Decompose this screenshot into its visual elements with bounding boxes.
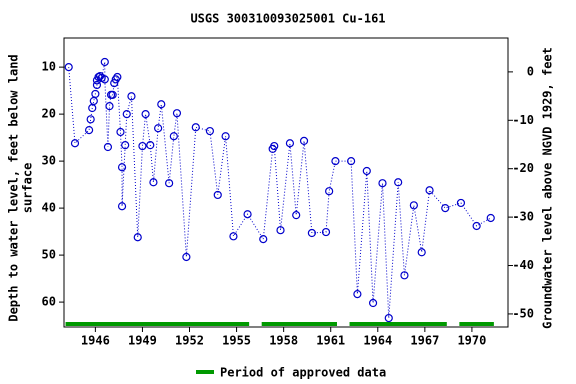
y2-tick-label: -50 [512,306,534,320]
y-tick-label: 30 [42,154,56,168]
data-point [486,213,495,223]
data-point [100,75,109,84]
y2-axis-label: Groundwater level above NGVD 1929, feet [541,47,555,329]
x-tick-label: 1967 [410,334,439,348]
data-point [117,163,127,172]
data-point [307,228,316,238]
x-tick-label: 1970 [457,334,486,348]
data-point [116,127,125,137]
series-line [68,61,491,319]
data-point [425,186,434,195]
data-point [149,178,158,187]
data-point [169,132,178,141]
data-point [417,248,426,257]
data-point [213,190,222,200]
data-point [117,202,127,211]
data-point [285,139,295,148]
x-tick-label: 1958 [269,334,298,348]
data-point [400,271,409,280]
data-point [111,75,120,84]
approved-period [349,322,447,326]
data-point [141,110,150,119]
legend-label: Period of approved data [220,366,386,380]
data-point [105,102,114,111]
data-point [368,298,378,308]
x-tick-label: 1961 [316,334,345,348]
data-point [138,141,147,151]
approved-period [261,322,337,326]
plot-frame [63,37,509,328]
y2-tick-label: 0 [527,64,534,78]
x-tick-label: 1964 [363,334,392,348]
data-point [409,201,418,210]
data-point [127,92,136,101]
data-point [154,124,163,133]
data-point [86,115,95,124]
data-point [172,109,182,118]
data-point [113,72,122,82]
data-point [321,227,331,237]
data-point [121,141,130,150]
data-point [243,210,252,219]
y-tick-label: 50 [42,248,56,262]
x-tick-label: 1955 [222,334,251,348]
data-point [378,179,387,188]
data-point [85,126,94,135]
y2-tick-label: -40 [512,258,534,272]
data-point [347,157,356,166]
data-point [92,80,102,90]
data-point [299,136,309,146]
chart-title: USGS 300310093025001 Cu-161 [190,12,385,26]
x-tick-label: 1946 [81,334,110,348]
data-point [157,100,166,109]
data-point [325,187,334,196]
data-point [331,157,340,166]
data-point [103,142,113,152]
data-point [292,211,301,220]
data-point [384,313,393,323]
data-point [182,252,191,262]
y-tick-label: 40 [42,201,56,215]
data-point [146,141,155,150]
data-point [394,178,403,187]
y-tick-label: 20 [42,107,56,121]
data-point [165,179,174,188]
data-point [100,57,109,67]
y-axis-label: Depth to water level, feet below land [7,54,21,321]
data-point [91,89,100,99]
data-point [221,132,230,141]
data-point [270,141,279,151]
data-point [472,221,481,231]
y-tick-label: 60 [42,295,56,309]
x-tick-label: 1949 [128,334,157,348]
data-point [441,204,450,213]
data-point [276,226,285,235]
data-point [229,232,238,241]
data-point [353,290,362,299]
y-axis-label: surface [21,163,35,214]
data-point [133,233,142,242]
data-point [70,139,80,148]
data-point [456,198,466,208]
y2-tick-label: -20 [512,161,534,175]
approved-period [65,322,250,326]
data-point [108,90,117,99]
x-tick-label: 1952 [175,334,204,348]
data-point [122,110,131,119]
approved-period [459,322,494,326]
data-point [259,235,268,244]
data-point [205,126,215,136]
data-point [362,166,371,176]
y-tick-label: 10 [42,60,56,74]
y2-tick-label: -10 [512,113,534,127]
y2-tick-label: -30 [512,210,534,224]
data-point [191,123,200,132]
data-point [64,63,73,72]
